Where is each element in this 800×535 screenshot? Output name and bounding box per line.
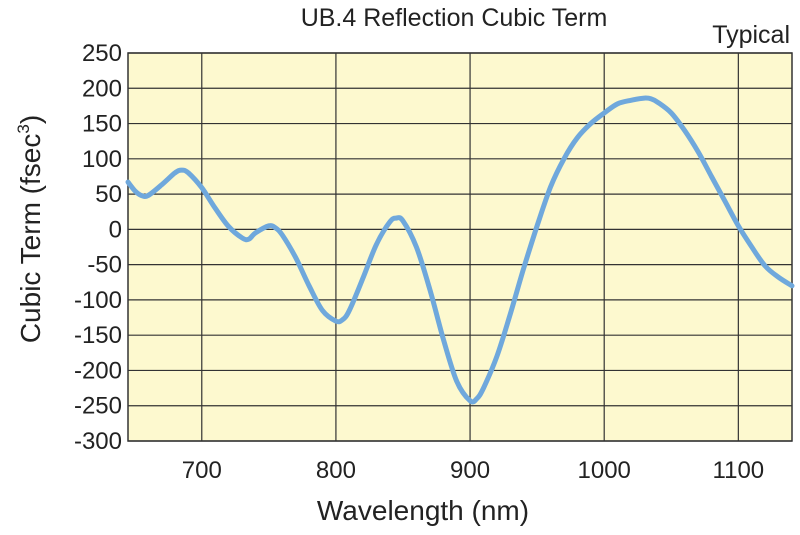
y-tick-label: -150 — [74, 322, 122, 349]
y-tick-label: 100 — [82, 146, 122, 173]
y-tick-label: -100 — [74, 287, 122, 314]
x-tick-label: 700 — [182, 457, 222, 484]
x-tick-label: 900 — [450, 457, 490, 484]
y-axis-label-close: ) — [15, 115, 46, 124]
x-tick-label: 1100 — [713, 457, 765, 484]
y-tick-label: -200 — [74, 357, 122, 384]
y-tick-label: 0 — [109, 216, 122, 243]
y-tick-label: 250 — [82, 40, 122, 67]
y-tick-label: -50 — [87, 252, 122, 279]
x-tick-label: 800 — [316, 457, 356, 484]
y-tick-label: 150 — [82, 111, 122, 138]
x-tick-labels: 700 800 900 1000 1100 — [182, 457, 764, 484]
y-tick-label: 200 — [82, 75, 122, 102]
y-tick-label: -300 — [74, 428, 122, 455]
y-tick-labels: 250 200 150 100 50 0 -50 -100 -150 -200 -250 -300 — [74, 40, 122, 455]
chart-title: UB.4 Reflection Cubic Term — [301, 4, 608, 32]
typical-note: Typical — [712, 21, 790, 49]
y-axis-label-superscript: 3 — [14, 124, 33, 133]
y-axis-label: Cubic Term (fsec3) — [14, 115, 46, 343]
grid — [128, 52, 792, 442]
y-axis-label-main: Cubic Term (fsec — [15, 134, 46, 344]
x-tick-label: 1000 — [578, 457, 631, 484]
series-line — [125, 95, 795, 405]
plot-area — [127, 52, 793, 442]
y-tick-label: 50 — [95, 181, 122, 208]
x-axis-label: Wavelength (nm) — [317, 495, 529, 526]
y-tick-label: -250 — [74, 393, 122, 420]
